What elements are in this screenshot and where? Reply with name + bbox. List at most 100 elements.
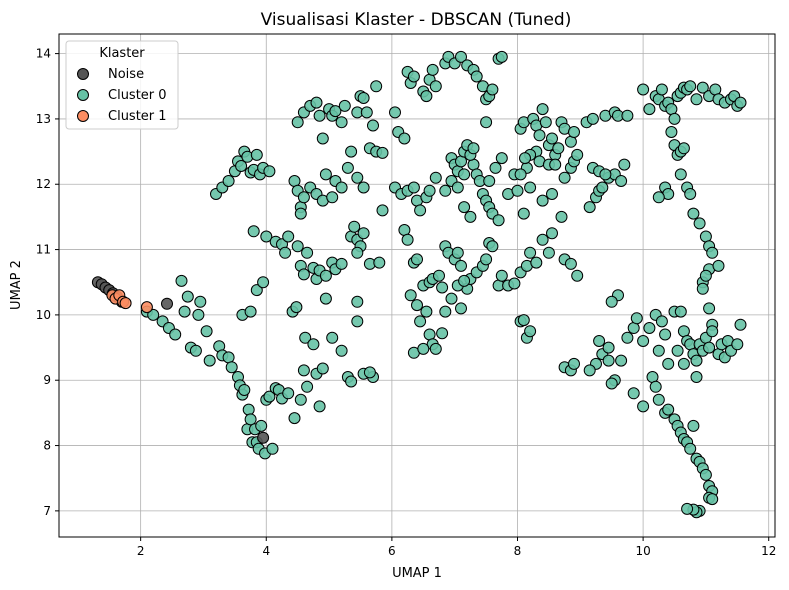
- grid: [59, 34, 775, 537]
- point-cluster-0: [480, 253, 493, 266]
- point-cluster-0: [319, 269, 332, 282]
- point-cluster-0: [677, 142, 690, 155]
- point-cluster-0: [687, 207, 700, 220]
- point-cluster-0: [189, 344, 202, 357]
- point-cluster-0: [357, 181, 370, 194]
- y-tick-label: 13: [36, 112, 51, 126]
- point-cluster-0: [335, 116, 348, 129]
- point-cluster-0: [699, 269, 712, 282]
- point-cluster-0: [294, 207, 307, 220]
- y-tick-label: 7: [43, 504, 51, 518]
- point-cluster-0: [411, 253, 423, 266]
- point-cluster-0: [558, 171, 571, 184]
- point-cluster-0: [652, 393, 665, 406]
- point-cluster-0: [404, 289, 417, 302]
- point-cluster-0: [297, 268, 310, 281]
- point-cluster-0: [429, 171, 442, 184]
- point-cluster-0: [684, 80, 697, 93]
- point-cluster-0: [693, 217, 706, 230]
- x-tick-label: 2: [137, 544, 145, 558]
- point-cluster-0: [297, 191, 310, 204]
- point-cluster-1: [119, 297, 132, 310]
- point-cluster-0: [455, 302, 467, 315]
- point-cluster-0: [279, 246, 292, 259]
- point-cluster-0: [319, 168, 332, 181]
- point-cluster-0: [147, 308, 160, 321]
- legend-marker-cluster-0: [77, 89, 89, 101]
- point-cluster-0: [235, 160, 248, 172]
- point-cluster-0: [401, 233, 414, 246]
- point-cluster-0: [301, 380, 314, 393]
- point-cluster-0: [458, 274, 471, 287]
- point-cluster-0: [464, 210, 477, 223]
- point-cluster-0: [508, 277, 521, 290]
- point-cluster-0: [734, 96, 747, 109]
- point-cluster-0: [602, 341, 615, 354]
- point-cluster-0: [533, 129, 546, 142]
- point-cluster-0: [571, 269, 584, 282]
- point-cluster-0: [326, 191, 339, 204]
- point-cluster-0: [677, 357, 690, 370]
- point-cluster-0: [244, 413, 257, 426]
- point-cluster-0: [282, 387, 295, 400]
- point-cluster-0: [486, 240, 499, 253]
- point-cluster-0: [480, 116, 493, 129]
- point-cluster-0: [266, 442, 279, 455]
- point-cluster-0: [696, 81, 709, 94]
- point-cluster-0: [370, 80, 383, 93]
- point-cluster-0: [345, 375, 358, 388]
- point-cluster-0: [326, 331, 339, 344]
- point-cluster-0: [420, 305, 433, 318]
- point-noise: [257, 431, 270, 444]
- point-cluster-0: [470, 70, 483, 83]
- point-cluster-0: [238, 384, 251, 396]
- legend-marker-noise: [77, 68, 89, 80]
- point-cluster-0: [439, 305, 452, 318]
- point-cluster-0: [181, 290, 194, 303]
- point-cluster-0: [429, 342, 442, 355]
- point-cluster-0: [376, 146, 389, 159]
- x-tick-label: 4: [262, 544, 270, 558]
- point-cluster-0: [255, 419, 268, 432]
- y-axis-label: UMAP 2: [9, 260, 24, 310]
- point-cluster-0: [530, 256, 543, 269]
- point-cluster-0: [665, 126, 678, 138]
- point-cluster-0: [605, 295, 618, 308]
- point-cluster-0: [586, 112, 599, 125]
- point-cluster-0: [618, 158, 631, 171]
- point-cluster-0: [542, 246, 555, 259]
- point-cluster-0: [519, 152, 531, 165]
- point-cluster-0: [712, 259, 725, 272]
- point-cluster-0: [282, 230, 295, 243]
- point-cluster-0: [313, 109, 326, 122]
- point-cluster-0: [524, 246, 537, 259]
- x-tick-label: 6: [388, 544, 396, 558]
- point-cluster-0: [389, 106, 401, 119]
- point-cluster-0: [674, 305, 687, 318]
- point-cluster-0: [192, 308, 205, 321]
- point-cluster-0: [615, 354, 628, 367]
- point-cluster-0: [200, 325, 213, 338]
- point-cluster-0: [652, 191, 665, 204]
- point-cluster-0: [335, 181, 348, 194]
- point-cluster-0: [539, 116, 552, 129]
- point-cluster-0: [536, 103, 549, 116]
- point-cluster-0: [596, 181, 609, 194]
- point-cluster-0: [615, 175, 628, 187]
- point-cluster-0: [316, 132, 329, 145]
- point-cluster-0: [203, 354, 216, 367]
- point-cluster-0: [706, 493, 719, 506]
- point-cluster-0: [194, 295, 207, 308]
- legend-marker-cluster-1: [77, 110, 89, 122]
- point-cluster-0: [486, 83, 499, 96]
- point-cluster-0: [169, 328, 182, 341]
- point-cluster-0: [407, 181, 420, 194]
- point-cluster-0: [429, 80, 442, 93]
- point-cluster-0: [637, 83, 650, 96]
- point-cluster-0: [244, 305, 257, 318]
- point-cluster-0: [706, 325, 719, 338]
- point-cluster-0: [436, 327, 449, 340]
- point-cluster-0: [357, 227, 370, 240]
- point-cluster-0: [731, 338, 744, 351]
